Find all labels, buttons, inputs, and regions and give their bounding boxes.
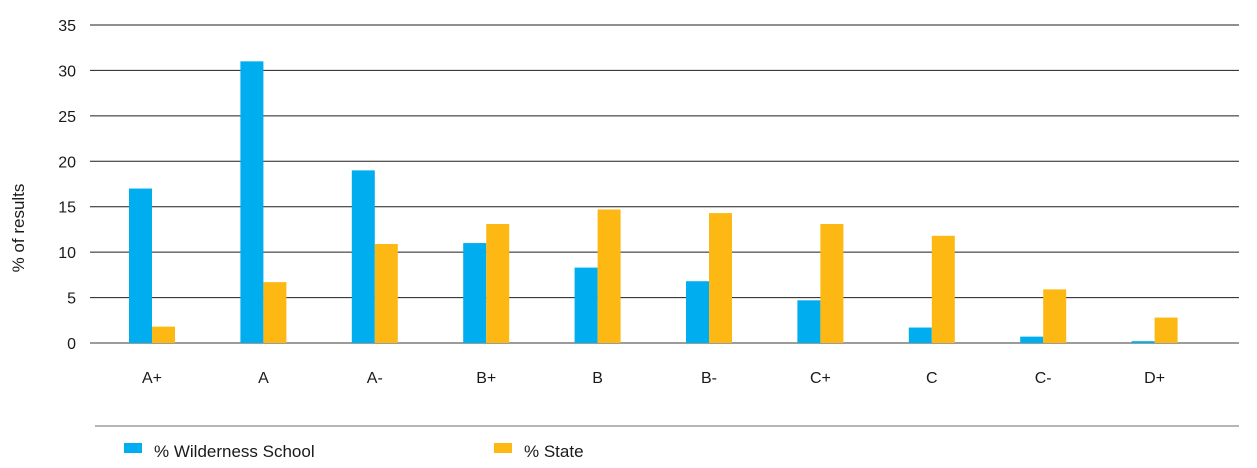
bar-state-dplus [1154, 317, 1178, 343]
bar-wilderness-school-bplus [463, 243, 487, 343]
y-tick-label: 15 [58, 200, 76, 217]
bar-wilderness-school-aminus [351, 170, 375, 343]
x-tick-label: A- [367, 370, 383, 387]
legend: % Wilderness School % State [124, 442, 584, 461]
legend-label: % State [524, 442, 584, 461]
y-tick-label: 20 [58, 154, 76, 171]
bar-state-aplus [152, 326, 175, 343]
bar-state-b [597, 209, 621, 343]
legend-swatch [124, 443, 142, 453]
bar-state-cplus [820, 223, 844, 343]
y-tick-label: 30 [58, 63, 76, 80]
y-tick-label: 35 [58, 18, 76, 35]
bar-wilderness-school-c [908, 327, 932, 343]
bar-state-bplus [486, 223, 510, 343]
bar-wilderness-school-aplus [129, 188, 152, 343]
x-tick-label: D+ [1144, 370, 1165, 387]
bar-wilderness-school-b [574, 267, 598, 343]
bar-wilderness-school-cminus [1020, 336, 1044, 343]
bar-wilderness-school-a [240, 61, 264, 343]
x-tick-label: B- [701, 370, 717, 387]
y-axis-ticks: 0 5 10 15 20 25 30 35 [58, 18, 76, 353]
y-tick-label: 0 [67, 336, 76, 353]
x-tick-label: B [592, 370, 603, 387]
x-tick-label: A+ [142, 370, 162, 387]
bar-state-bminus [709, 213, 732, 343]
x-tick-label: B+ [476, 370, 496, 387]
x-axis-ticks: A+ A A- B+ B B- C+ C C- D+ [142, 370, 1165, 387]
y-tick-label: 5 [67, 291, 76, 308]
bar-state-a [263, 282, 287, 343]
y-tick-label: 25 [58, 109, 76, 126]
x-tick-label: A [258, 370, 269, 387]
bar-wilderness-school-cplus [797, 300, 821, 343]
bars [129, 61, 1178, 343]
legend-label: % Wilderness School [154, 442, 315, 461]
y-axis-title: % of results [9, 184, 28, 273]
bar-state-cminus [1043, 289, 1067, 343]
y-tick-label: 10 [58, 245, 76, 262]
bar-state-aminus [374, 243, 398, 343]
bar-state-c [931, 235, 955, 343]
x-tick-label: C [926, 370, 938, 387]
x-tick-label: C- [1035, 370, 1052, 387]
bar-wilderness-school-bminus [686, 281, 709, 343]
bar-wilderness-school-dplus [1131, 341, 1155, 343]
legend-swatch [494, 443, 512, 453]
x-tick-label: C+ [810, 370, 831, 387]
